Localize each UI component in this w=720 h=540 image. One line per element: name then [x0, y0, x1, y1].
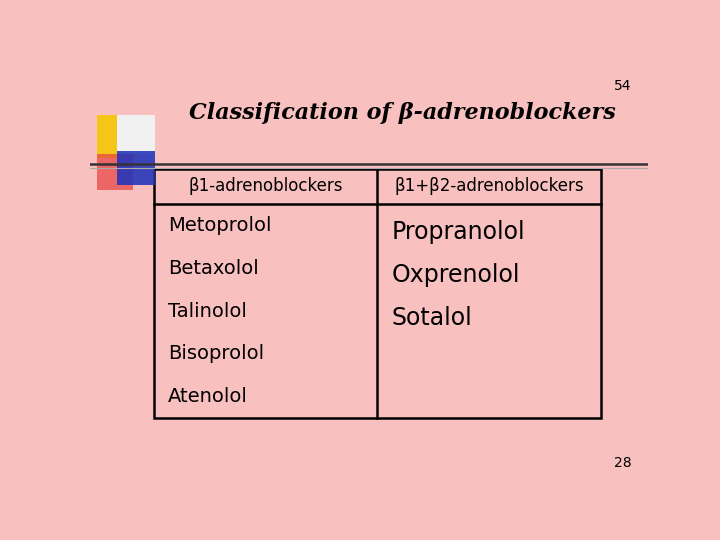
Bar	[117, 114, 155, 154]
Bar	[96, 114, 138, 158]
Text: Talinolol: Talinolol	[168, 302, 247, 321]
Bar	[117, 151, 155, 185]
Text: Atenolol: Atenolol	[168, 387, 248, 406]
Bar	[96, 154, 133, 190]
Text: β1+β2-adrenoblockers: β1+β2-adrenoblockers	[394, 178, 584, 195]
Text: Oxprenolol: Oxprenolol	[392, 263, 520, 287]
Text: β1-adrenoblockers: β1-adrenoblockers	[189, 178, 343, 195]
Text: Propranolol: Propranolol	[392, 220, 525, 244]
Bar	[154, 168, 600, 418]
Text: Bisoprolol: Bisoprolol	[168, 345, 264, 363]
Text: Classification of β-adrenoblockers: Classification of β-adrenoblockers	[189, 102, 616, 124]
Text: Metoprolol: Metoprolol	[168, 216, 271, 235]
Text: 54: 54	[613, 79, 631, 93]
Text: Betaxolol: Betaxolol	[168, 259, 259, 278]
Text: Sotalol: Sotalol	[392, 306, 472, 329]
Text: 28: 28	[613, 456, 631, 470]
